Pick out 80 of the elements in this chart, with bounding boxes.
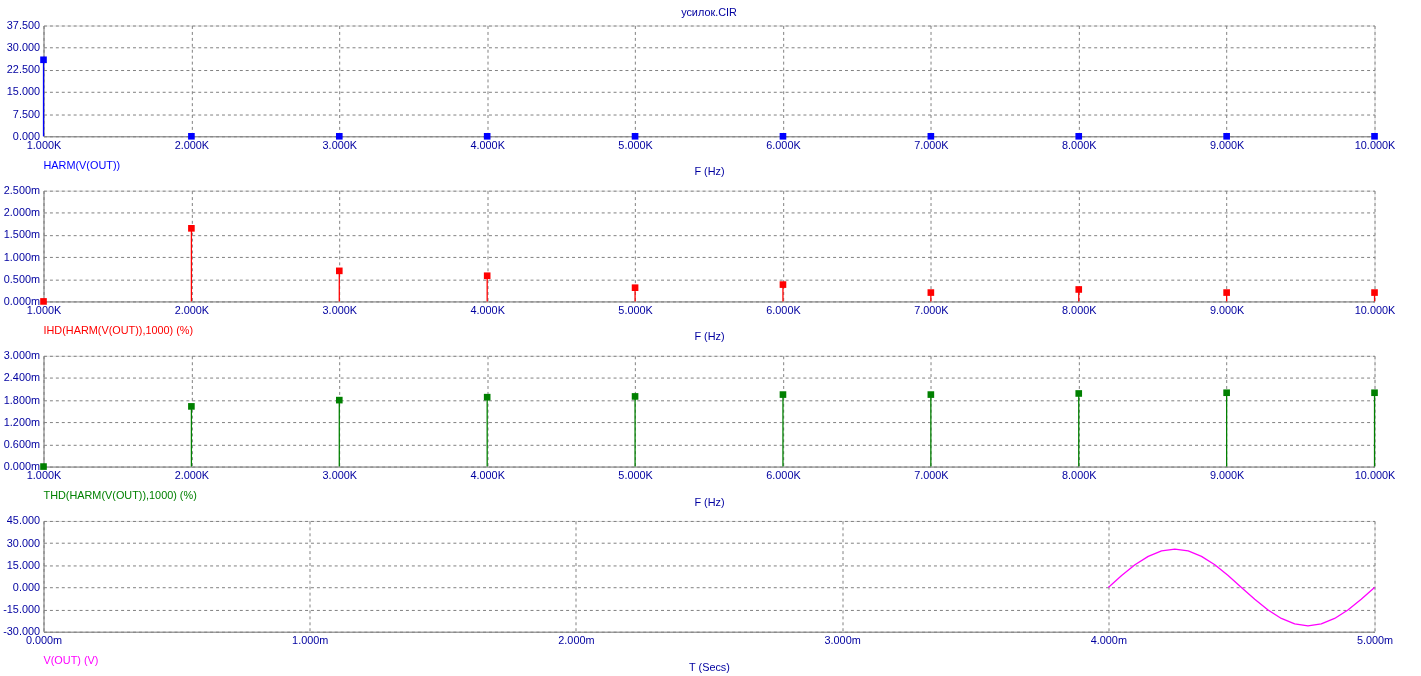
x-tick-label: 4.000m: [1090, 634, 1127, 647]
y-tick-label: 2.500m: [3, 184, 41, 197]
x-tick-label: 7.000K: [914, 468, 950, 481]
x-axis-title: F (Hz): [694, 495, 725, 508]
y-tick-label: 1.000m: [3, 250, 41, 263]
x-tick-label: 9.000K: [1209, 303, 1246, 316]
x-tick-label: 7.000K: [914, 138, 950, 151]
point: [188, 225, 195, 232]
point: [188, 403, 195, 410]
x-tick-label: 3.000m: [824, 634, 861, 647]
point: [779, 391, 787, 398]
x-tick-label: 8.000K: [1062, 468, 1098, 481]
x-tick-label: 4.000K: [470, 138, 506, 151]
x-axis-title: F (Hz): [694, 330, 725, 343]
y-tick-label: 15.000: [6, 558, 41, 571]
x-tick-label: 10.000K: [1354, 138, 1396, 151]
x-tick-label: 6.000K: [766, 303, 802, 316]
x-tick-label: 10.000K: [1354, 468, 1396, 481]
x-tick-label: 3.000K: [322, 138, 358, 151]
point: [927, 289, 935, 296]
x-tick-label: 5.000K: [618, 303, 654, 316]
point: [1223, 389, 1230, 397]
y-tick-label: 0.000: [12, 580, 41, 593]
x-tick-label: 8.000K: [1062, 138, 1098, 151]
series-label: THD(HARM(V(OUT)),1000) (%): [43, 489, 197, 502]
y-tick-label: 0.600m: [3, 437, 41, 450]
y-tick-label: 30.000: [6, 536, 41, 549]
point: [1075, 390, 1083, 397]
y-tick-label: 30.000: [6, 41, 41, 54]
series-label: IHD(HARM(V(OUT)),1000) (%): [43, 324, 194, 337]
point: [1371, 389, 1378, 397]
y-tick-label: 15.000: [6, 85, 41, 98]
x-tick-label: 7.000K: [914, 303, 950, 316]
y-tick-label: -15.000: [3, 603, 41, 616]
point: [631, 284, 639, 292]
text: HARM(V(OUT)): [43, 158, 121, 171]
x-tick-label: 6.000K: [766, 138, 802, 151]
point: [1371, 289, 1378, 296]
line-series: [1107, 548, 1376, 627]
x-tick-label: 2.000K: [174, 468, 210, 481]
x-tick-label: 1.000m: [292, 634, 329, 647]
x-tick-label: 5.000K: [618, 138, 654, 151]
x-axis-title: F (Hz): [694, 165, 725, 178]
point: [927, 391, 935, 398]
point: [483, 272, 491, 280]
x-tick-label: 2.000K: [174, 138, 210, 151]
x-axis-title: T (Secs): [689, 660, 730, 673]
point: [631, 393, 639, 400]
y-tick-label: 2.000m: [3, 206, 41, 219]
y-tick-label: 7.500: [12, 107, 41, 120]
x-tick-label: 2.000m: [558, 634, 595, 647]
x-tick-label: 9.000K: [1209, 138, 1246, 151]
x-tick-label: 6.000K: [766, 468, 802, 481]
y-tick-label: 1.200m: [3, 415, 41, 428]
y-tick-label: 1.500m: [3, 228, 41, 241]
x-tick-label: 5.000m: [1356, 634, 1394, 647]
point: [1075, 286, 1083, 293]
y-tick-label: 3.000m: [3, 349, 41, 362]
y-tick-label: 22.500: [6, 63, 41, 76]
y-tick-label: 0.000: [12, 129, 41, 142]
point: [1223, 289, 1230, 296]
y-tick-label: 45.000: [6, 514, 41, 527]
x-tick-label: 2.000K: [174, 303, 210, 316]
x-tick-label: 8.000K: [1062, 303, 1098, 316]
point: [779, 281, 787, 288]
chart-title: усилок.CIR: [681, 5, 738, 18]
x-tick-label: 3.000K: [322, 468, 358, 481]
y-tick-label: 2.400m: [3, 371, 41, 384]
point: [335, 267, 343, 275]
y-tick-label: 0.500m: [3, 272, 41, 285]
y-tick-label: 1.800m: [3, 393, 41, 406]
x-tick-label: 4.000K: [470, 303, 506, 316]
text: V(OUT) (V): [43, 654, 99, 667]
x-tick-label: 10.000K: [1354, 303, 1396, 316]
point: [335, 396, 343, 404]
x-tick-label: 9.000K: [1209, 468, 1246, 481]
y-tick-label: 37.500: [6, 19, 41, 31]
x-tick-label: 4.000K: [470, 468, 506, 481]
x-tick-label: 5.000K: [618, 468, 654, 481]
x-tick-label: 3.000K: [322, 303, 358, 316]
